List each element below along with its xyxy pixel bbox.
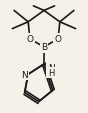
Text: N: N: [21, 70, 28, 79]
Text: H: H: [48, 68, 54, 77]
Text: N: N: [48, 63, 54, 72]
Text: B: B: [41, 43, 47, 52]
Text: O: O: [26, 35, 33, 44]
Text: O: O: [55, 35, 62, 44]
